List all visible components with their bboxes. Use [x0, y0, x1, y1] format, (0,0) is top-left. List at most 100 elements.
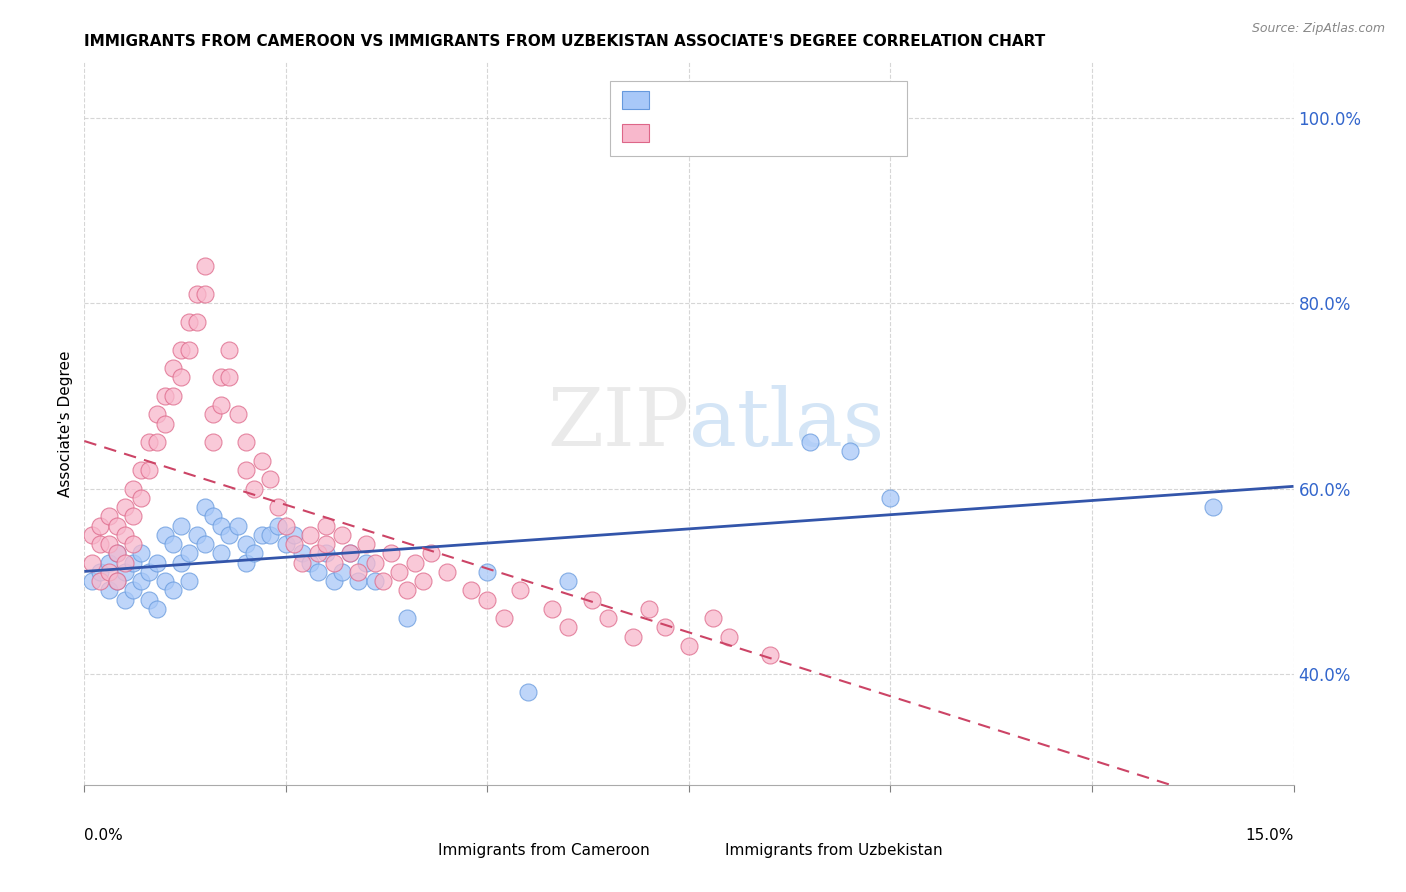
- Point: [420, 546, 443, 560]
- Point: [170, 518, 193, 533]
- Point: [138, 435, 160, 450]
- Point: [82, 528, 104, 542]
- Point: [477, 592, 499, 607]
- Point: [194, 537, 217, 551]
- Point: [186, 315, 208, 329]
- Point: [97, 556, 120, 570]
- Point: [105, 574, 128, 589]
- Point: [516, 685, 538, 699]
- Point: [283, 537, 305, 551]
- Text: 0.021: 0.021: [710, 122, 762, 140]
- Point: [702, 611, 724, 625]
- Point: [323, 574, 346, 589]
- Point: [89, 565, 111, 579]
- Point: [436, 565, 458, 579]
- Point: [758, 648, 780, 663]
- Point: [250, 528, 273, 542]
- Point: [637, 602, 659, 616]
- Point: [138, 463, 160, 477]
- Point: [363, 556, 385, 570]
- Point: [356, 556, 378, 570]
- Point: [170, 370, 193, 384]
- Point: [89, 574, 111, 589]
- Point: [82, 556, 104, 570]
- Point: [226, 518, 249, 533]
- Point: [250, 454, 273, 468]
- Point: [129, 574, 152, 589]
- Point: [114, 500, 136, 514]
- Text: ZIP: ZIP: [547, 384, 689, 463]
- Point: [395, 583, 418, 598]
- Point: [179, 546, 201, 560]
- Point: [388, 565, 411, 579]
- Point: [259, 472, 281, 486]
- Text: 0.0%: 0.0%: [84, 829, 124, 843]
- Point: [412, 574, 434, 589]
- Point: [492, 611, 515, 625]
- Point: [202, 408, 225, 422]
- Point: [209, 398, 232, 412]
- Text: N =: N =: [782, 89, 818, 108]
- Point: [718, 630, 741, 644]
- Point: [259, 528, 281, 542]
- Point: [799, 435, 821, 450]
- Point: [202, 435, 225, 450]
- Point: [307, 546, 329, 560]
- Point: [89, 518, 111, 533]
- Point: [209, 370, 232, 384]
- Point: [218, 370, 240, 384]
- Point: [307, 565, 329, 579]
- Point: [839, 444, 862, 458]
- Point: [121, 509, 143, 524]
- Point: [323, 556, 346, 570]
- Text: IMMIGRANTS FROM CAMEROON VS IMMIGRANTS FROM UZBEKISTAN ASSOCIATE'S DEGREE CORREL: IMMIGRANTS FROM CAMEROON VS IMMIGRANTS F…: [84, 34, 1046, 49]
- Point: [121, 482, 143, 496]
- Point: [153, 574, 176, 589]
- Point: [170, 556, 193, 570]
- Y-axis label: Associate's Degree: Associate's Degree: [58, 351, 73, 497]
- Point: [339, 546, 361, 560]
- Point: [330, 528, 353, 542]
- Point: [218, 343, 240, 357]
- Point: [879, 491, 901, 505]
- FancyBboxPatch shape: [623, 124, 650, 142]
- Point: [97, 583, 120, 598]
- Point: [315, 546, 337, 560]
- Point: [218, 528, 240, 542]
- Point: [138, 592, 160, 607]
- Point: [105, 518, 128, 533]
- Point: [235, 435, 257, 450]
- Point: [557, 574, 579, 589]
- Point: [114, 556, 136, 570]
- Point: [82, 574, 104, 589]
- Point: [162, 583, 184, 598]
- Point: [404, 556, 426, 570]
- Point: [209, 546, 232, 560]
- Point: [105, 546, 128, 560]
- Point: [380, 546, 402, 560]
- Point: [129, 463, 152, 477]
- Point: [153, 389, 176, 403]
- Point: [242, 546, 264, 560]
- Point: [242, 482, 264, 496]
- Point: [138, 565, 160, 579]
- Point: [97, 537, 120, 551]
- Point: [121, 556, 143, 570]
- Point: [509, 583, 531, 598]
- Point: [179, 315, 201, 329]
- Point: [202, 509, 225, 524]
- Text: N =: N =: [782, 122, 818, 140]
- Text: 15.0%: 15.0%: [1246, 829, 1294, 843]
- Point: [194, 287, 217, 301]
- Point: [267, 518, 290, 533]
- Point: [347, 565, 370, 579]
- Point: [179, 574, 201, 589]
- Text: Immigrants from Cameroon: Immigrants from Cameroon: [437, 843, 650, 858]
- Point: [541, 602, 564, 616]
- Point: [235, 463, 257, 477]
- FancyBboxPatch shape: [453, 827, 475, 844]
- Point: [179, 343, 201, 357]
- Point: [330, 565, 353, 579]
- Point: [371, 574, 394, 589]
- Point: [274, 518, 297, 533]
